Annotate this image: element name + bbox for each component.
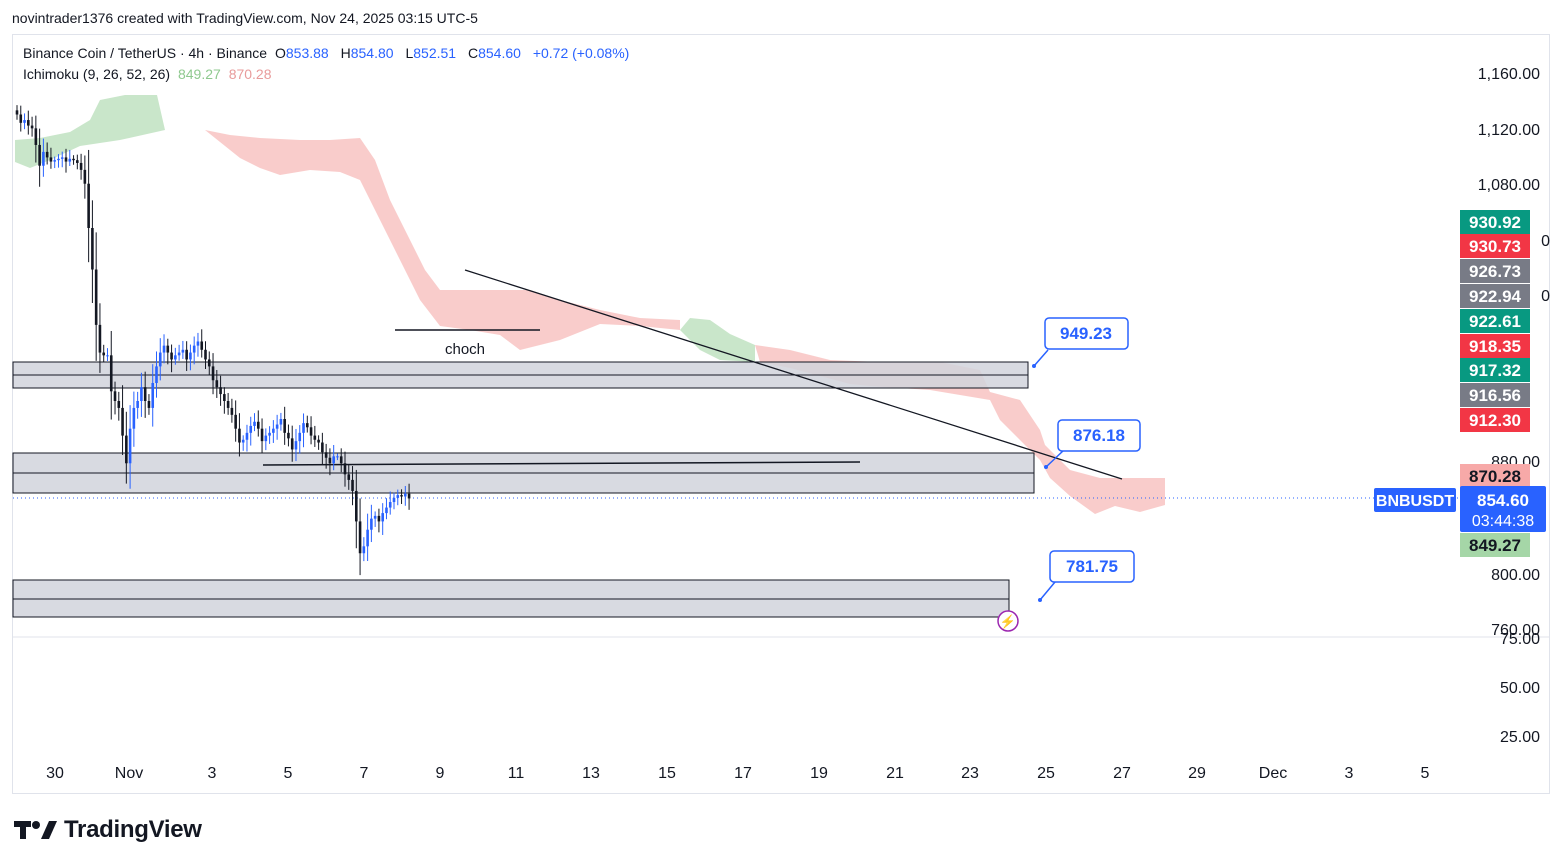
high-label: H (340, 45, 351, 61)
tradingview-logo-icon (14, 821, 57, 839)
open-label: O (275, 45, 286, 61)
low-label: L (405, 45, 414, 61)
ichimoku-value-1: 849.27 (177, 66, 221, 82)
ichimoku-value-2: 870.28 (228, 66, 272, 82)
chart-caption: novintrader1376 created with TradingView… (12, 10, 478, 26)
tradingview-wordmark: TradingView (64, 816, 202, 843)
close-value: 854.60 (478, 45, 521, 61)
indicator-name[interactable]: Ichimoku (9, 26, 52, 26) (23, 66, 171, 82)
change-value: +0.72 (+0.08%) (532, 45, 630, 61)
indicator-legend: Ichimoku (9, 26, 52, 26) 849.27 870.28 (23, 66, 276, 82)
close-label: C (467, 45, 479, 61)
symbol-title[interactable]: Binance Coin / TetherUS · 4h · Binance (23, 45, 268, 61)
high-value: 854.80 (350, 45, 394, 61)
open-value: 853.88 (285, 45, 329, 61)
chart-frame (12, 34, 1550, 794)
ohlc-legend: Binance Coin / TetherUS · 4h · Binance O… (23, 45, 633, 61)
low-value: 852.51 (413, 45, 457, 61)
tradingview-logo[interactable]: TradingView (14, 816, 202, 844)
